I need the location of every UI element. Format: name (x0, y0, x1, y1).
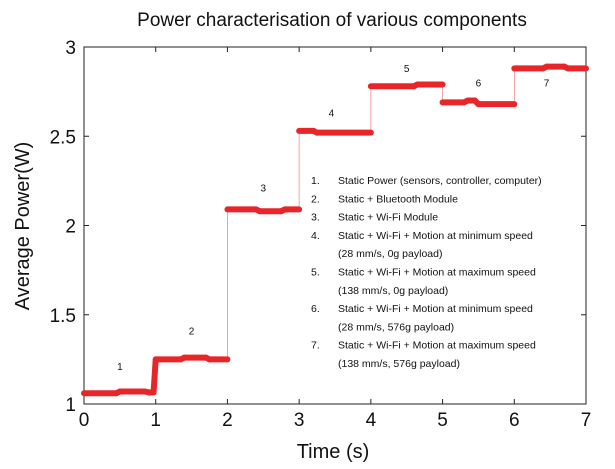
legend-number: 3. (311, 212, 320, 224)
x-tick-label: 3 (294, 410, 305, 431)
legend-number: 7. (311, 340, 320, 352)
x-tick-label: 4 (366, 410, 377, 431)
legend-entry-text: Static + Wi-Fi Module (338, 212, 438, 224)
x-tick-label: 5 (437, 410, 448, 431)
y-tick-label: 3 (65, 38, 76, 59)
step-label: 7 (544, 78, 550, 89)
chart-title: Power characterisation of various compon… (137, 10, 527, 31)
x-tick-label: 2 (222, 410, 233, 431)
x-tick-label: 0 (79, 410, 90, 431)
legend-entry-text: Static + Wi-Fi + Motion at minimum speed (338, 303, 533, 315)
legend-entry-text: (28 mm/s, 576g payload) (338, 321, 454, 333)
legend-entry-text: (28 mm/s, 0g payload) (338, 248, 442, 260)
y-tick-label: 1.5 (50, 306, 76, 327)
step-label: 5 (404, 64, 410, 75)
x-tick-label: 7 (581, 410, 592, 431)
y-tick-label: 2 (65, 217, 76, 238)
y-axis-label: Average Power(W) (12, 142, 34, 311)
legend-number: 2. (311, 193, 320, 205)
legend-entry-text: Static Power (sensors, controller, compu… (338, 175, 542, 187)
step-label: 3 (261, 184, 267, 195)
legend-entry-text: (138 mm/s, 0g payload) (338, 285, 448, 297)
legend-entry-text: Static + Wi-Fi + Motion at minimum speed (338, 230, 533, 242)
x-tick-label: 6 (509, 410, 520, 431)
legend-entry-text: (138 mm/s, 576g payload) (338, 358, 460, 370)
step-label: 4 (329, 109, 335, 120)
step-label: 2 (189, 326, 195, 337)
legend-number: 1. (311, 175, 320, 187)
legend-entry-text: Static + Bluetooth Module (338, 193, 458, 205)
series-segment (150, 356, 159, 396)
legend-entry-text: Static + Wi-Fi + Motion at maximum speed (338, 340, 536, 352)
y-tick-label: 1 (65, 395, 76, 416)
step-label: 6 (476, 78, 482, 89)
step-label: 1 (117, 362, 123, 373)
legend-number: 6. (311, 303, 320, 315)
x-tick-label: 1 (150, 410, 161, 431)
legend-number: 4. (311, 230, 320, 242)
chart-legend: 1. Static Power (sensors, controller, com… (311, 175, 542, 370)
x-axis-label: Time (s) (297, 441, 370, 463)
legend-entry-text: Static + Wi-Fi + Motion at maximum speed (338, 267, 536, 279)
legend-number: 5. (311, 267, 320, 279)
y-tick-label: 2.5 (50, 127, 76, 148)
